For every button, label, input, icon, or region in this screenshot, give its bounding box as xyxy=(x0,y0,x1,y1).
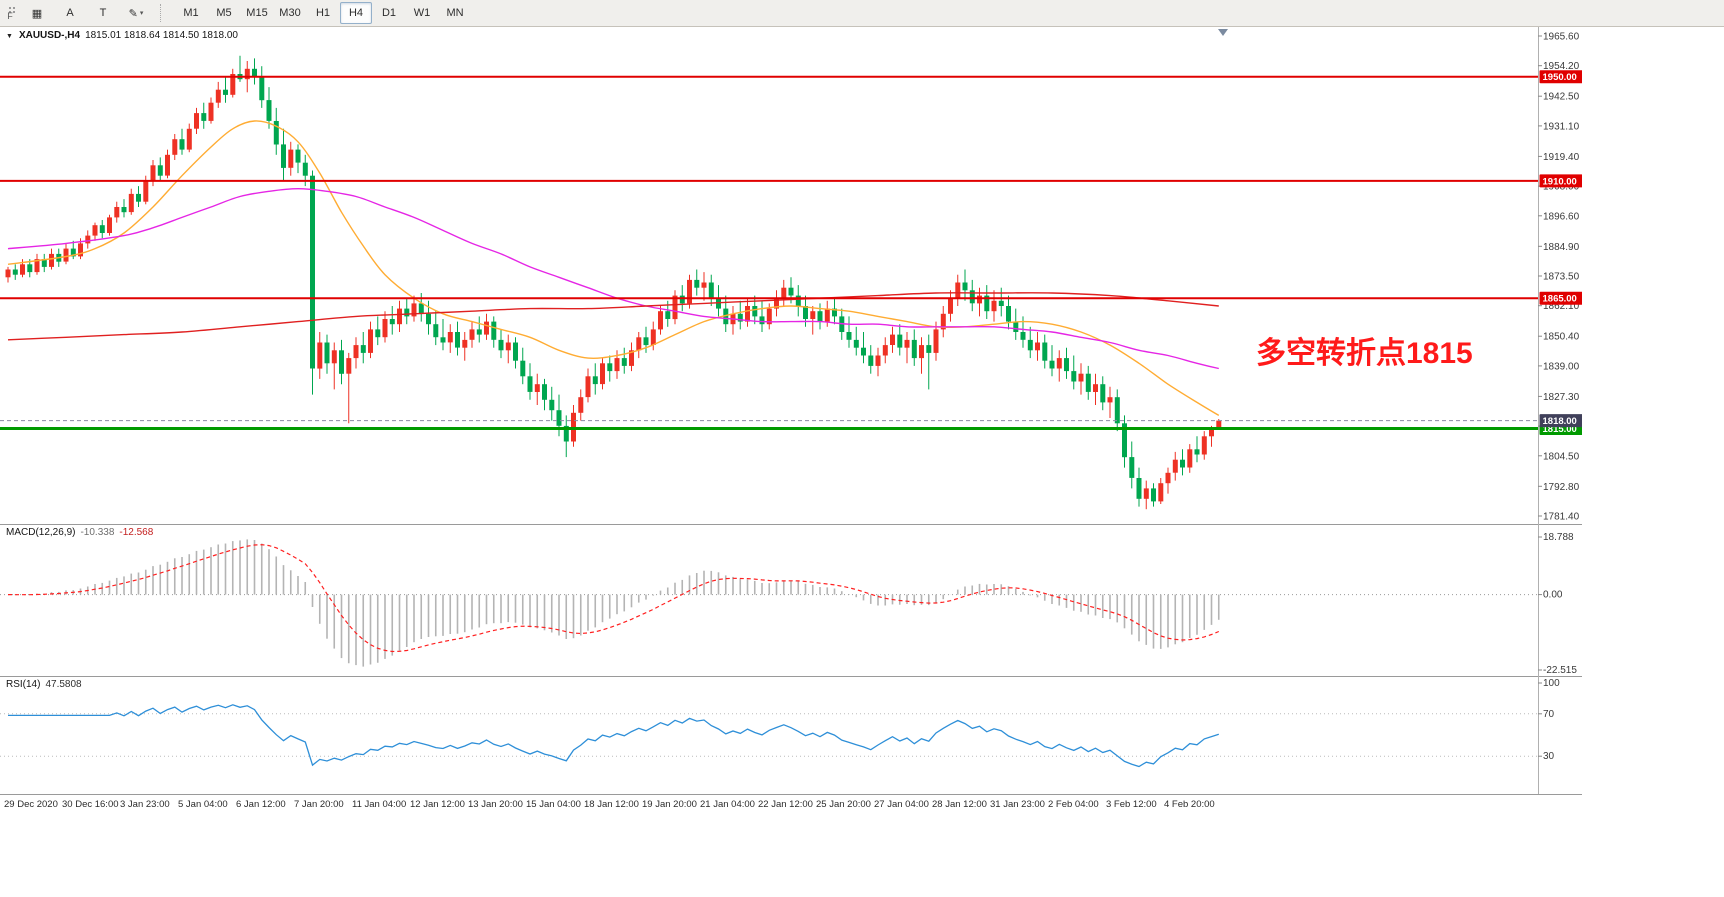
timeframe-button-group: M1 M5 M15 M30 H1 H4 D1 W1 MN xyxy=(175,2,471,24)
rsi-panel: 100 70 30 RSI(14) 47.5808 xyxy=(0,676,1582,794)
bid-price-tag-text: 1818.00 xyxy=(1543,416,1577,427)
price-axis-tick-label: 1839.00 xyxy=(1543,361,1580,372)
macd-axis-label: -22.515 xyxy=(1543,665,1577,676)
price-tag-1910.00: 1910.00 xyxy=(1539,174,1582,187)
time-axis-label: 3 Jan 23:00 xyxy=(120,799,170,810)
chart-area: 1965.601954.201942.501931.101919.401908.… xyxy=(0,27,1582,815)
chart-grid-tool-icon: ▦ xyxy=(31,7,43,20)
price-axis-tick-label: 1873.50 xyxy=(1543,272,1580,283)
price-tag-1950.00: 1950.00 xyxy=(1539,70,1582,83)
time-axis-label: 4 Feb 20:00 xyxy=(1164,799,1215,810)
arrow-tool-button[interactable]: A xyxy=(54,2,86,24)
chevron-down-icon: ▾ xyxy=(139,10,144,17)
rsi-axis-label: 100 xyxy=(1543,678,1560,689)
time-axis-label: 13 Jan 20:00 xyxy=(468,799,523,810)
timeframe-button-h4[interactable]: H4 xyxy=(340,2,372,24)
time-axis-label: 30 Dec 16:00 xyxy=(62,799,119,810)
chart-annotation-text[interactable]: 多空转折点1815 xyxy=(1256,337,1473,370)
time-axis-label: 3 Feb 12:00 xyxy=(1106,799,1157,810)
timeframe-button-w1[interactable]: W1 xyxy=(413,7,431,19)
macd-axis-label: 0.00 xyxy=(1543,590,1563,601)
text-tool-icon: T xyxy=(99,7,107,19)
time-axis-label: 15 Jan 04:00 xyxy=(526,799,581,810)
tool-button-group: ▦ A T ✎ ▾ xyxy=(21,2,152,24)
price-axis-tick-label: 1896.60 xyxy=(1543,211,1580,222)
macd-canvas: 18.788 0.00 -22.515 xyxy=(0,524,1582,676)
timeframe-button-m5[interactable]: M5 xyxy=(216,7,232,19)
timeframe-button-h1[interactable]: H1 xyxy=(315,7,331,19)
price-tag-1910.00-text: 1910.00 xyxy=(1543,176,1577,187)
ma-slow-red-line[interactable] xyxy=(7,292,1219,341)
grip-icon xyxy=(9,6,11,9)
timeframe-button-d1[interactable]: D1 xyxy=(381,7,397,19)
rsi-axis-label: 30 xyxy=(1543,751,1555,762)
chart-grid-tool-button[interactable]: ▦ xyxy=(21,2,53,24)
rsi-line xyxy=(8,704,1220,768)
time-axis-label: 29 Dec 2020 xyxy=(4,799,58,810)
chart-shift-marker-icon[interactable] xyxy=(1218,29,1228,36)
time-axis-label: 12 Jan 12:00 xyxy=(410,799,465,810)
toolbar-f-label: F xyxy=(7,10,13,21)
timeframe-button-m30[interactable]: M30 xyxy=(279,7,301,19)
ma-fast-orange-line[interactable] xyxy=(7,120,1220,417)
main-chart-canvas[interactable]: 1965.601954.201942.501931.101919.401908.… xyxy=(0,27,1582,524)
rsi-canvas: 100 70 30 xyxy=(0,676,1582,794)
macd-signal-line xyxy=(7,544,1220,653)
text-tool-button[interactable]: T xyxy=(87,2,119,24)
price-axis-tick-label: 1804.50 xyxy=(1543,451,1580,462)
time-axis-label: 22 Jan 12:00 xyxy=(758,799,813,810)
toolbar: F ▦ A T ✎ ▾ M1 M5 M15 M30 H1 H4 D1 W1 MN xyxy=(0,0,1724,27)
time-axis-label: 6 Jan 12:00 xyxy=(236,799,286,810)
timeframe-button-m1[interactable]: M1 xyxy=(183,7,199,19)
time-axis-label: 2 Feb 04:00 xyxy=(1048,799,1099,810)
price-axis-tick-label: 1792.80 xyxy=(1543,482,1580,493)
time-axis-label: 18 Jan 12:00 xyxy=(584,799,639,810)
timeframe-button-m15[interactable]: M15 xyxy=(246,7,268,19)
toolbar-separator xyxy=(160,4,167,22)
time-axis: 29 Dec 2020 30 Dec 16:00 3 Jan 23:00 5 Jan … xyxy=(0,794,1582,815)
price-axis-tick-label: 1919.40 xyxy=(1543,152,1580,163)
timeframe-button-mn[interactable]: MN xyxy=(446,7,464,19)
price-tag-1865.00-text: 1865.00 xyxy=(1543,294,1577,305)
price-tag-1950.00-text: 1950.00 xyxy=(1543,72,1577,83)
price-axis-tick-label: 1942.50 xyxy=(1543,92,1580,103)
price-axis-tick-label: 1931.10 xyxy=(1543,121,1580,132)
arrow-tool-icon: A xyxy=(66,7,74,19)
bid-price-tag: 1818.00 xyxy=(1539,414,1582,427)
price-axis-tick-label: 1954.20 xyxy=(1543,61,1580,72)
macd-histogram xyxy=(14,539,1220,667)
time-axis-label: 25 Jan 20:00 xyxy=(816,799,871,810)
time-axis-label: 31 Jan 23:00 xyxy=(990,799,1045,810)
price-axis-tick-label: 1965.60 xyxy=(1543,32,1580,43)
price-axis-tick-label: 1827.30 xyxy=(1543,392,1580,403)
time-axis-label: 21 Jan 04:00 xyxy=(700,799,755,810)
macd-panel: 18.788 0.00 -22.515 MACD(12,26,9) -10.338 … xyxy=(0,524,1582,676)
macd-axis-label: 18.788 xyxy=(1543,532,1574,543)
price-axis-tick-label: 1862.10 xyxy=(1543,301,1580,312)
draw-tool-button[interactable]: ✎ ▾ xyxy=(120,2,152,24)
main-chart-panel: 1965.601954.201942.501931.101919.401908.… xyxy=(0,27,1582,524)
rsi-axis-label: 70 xyxy=(1543,709,1555,720)
toolbar-handle[interactable]: F xyxy=(3,1,17,25)
candles-layer xyxy=(5,55,1222,510)
time-axis-label: 11 Jan 04:00 xyxy=(352,799,407,810)
price-axis: 1965.601954.201942.501931.101919.401908.… xyxy=(1538,32,1580,523)
time-axis-label: 27 Jan 04:00 xyxy=(874,799,929,810)
price-tag-1815.00-text: 1815.00 xyxy=(1543,424,1577,435)
price-axis-tick-label: 1781.40 xyxy=(1543,512,1580,523)
price-axis-tick-label: 1850.40 xyxy=(1543,332,1580,343)
time-axis-label: 28 Jan 12:00 xyxy=(932,799,987,810)
price-axis-tick-label: 1884.90 xyxy=(1543,242,1580,253)
price-tag-1865.00: 1865.00 xyxy=(1539,291,1582,305)
time-axis-label: 19 Jan 20:00 xyxy=(642,799,697,810)
draw-tool-icon: ✎ xyxy=(128,7,138,20)
time-axis-label: 5 Jan 04:00 xyxy=(178,799,228,810)
time-axis-label: 7 Jan 20:00 xyxy=(294,799,344,810)
